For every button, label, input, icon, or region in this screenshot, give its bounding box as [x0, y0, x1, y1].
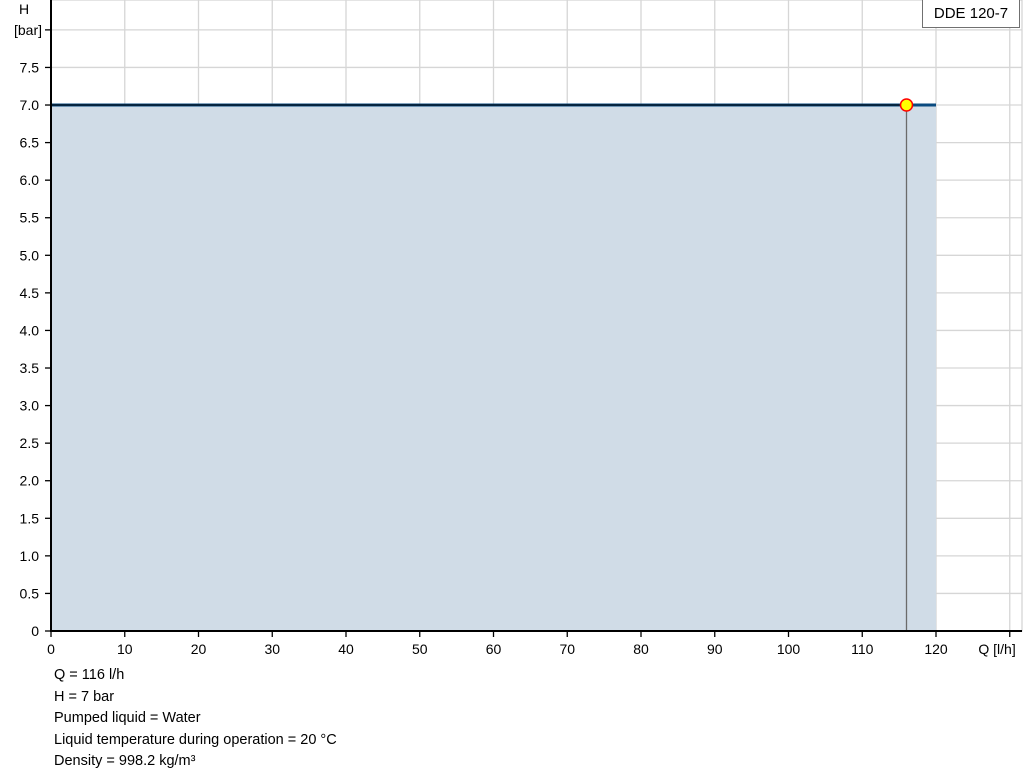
- y-tick-label: 7.5: [20, 59, 40, 75]
- x-tick-label: 60: [486, 641, 502, 657]
- info-temperature: Liquid temperature during operation = 20…: [54, 731, 337, 748]
- x-tick-label: 20: [191, 641, 207, 657]
- y-tick-label: 6.5: [20, 135, 40, 151]
- legend-box: DDE 120-7: [922, 0, 1020, 28]
- info-liquid: Pumped liquid = Water: [54, 710, 201, 726]
- y-tick-label: 7.0: [20, 97, 40, 113]
- info-flow: Q = 116 l/h: [54, 667, 125, 683]
- y-tick-label: 4.5: [20, 285, 40, 301]
- y-tick-label: 3.0: [20, 398, 40, 414]
- x-tick-label: 90: [707, 641, 723, 657]
- y-axis-label-top: H: [19, 1, 29, 17]
- x-tick-label: 0: [47, 641, 55, 657]
- y-tick-label: 5.0: [20, 247, 40, 263]
- y-tick-label: 3.5: [20, 360, 40, 376]
- x-tick-label: 50: [412, 641, 428, 657]
- y-tick-label: 0.5: [20, 585, 40, 601]
- x-tick-label: 80: [633, 641, 649, 657]
- info-density: Density = 998.2 kg/m³: [54, 753, 196, 769]
- info-head: H = 7 bar: [54, 688, 115, 705]
- y-tick-label: 2.5: [20, 435, 40, 451]
- x-tick-label: 70: [559, 641, 575, 657]
- x-tick-label: 40: [338, 641, 354, 657]
- operating-point: [899, 98, 914, 112]
- curve-area-fill: [51, 105, 936, 631]
- x-tick-label: 30: [264, 641, 280, 657]
- operating-info: Q = 116 l/h H = 7 bar Pumped liquid = Wa…: [54, 665, 337, 773]
- x-tick-label: 100: [777, 641, 801, 657]
- y-tick-label: 0: [31, 623, 39, 639]
- y-tick-label: 1.0: [20, 548, 40, 564]
- legend-entry: DDE 120-7: [933, 5, 1009, 22]
- x-tick-label: 10: [117, 641, 133, 657]
- y-tick-label: 6.0: [20, 172, 40, 188]
- y-axis-label: [bar]: [14, 22, 42, 38]
- x-tick-label: 110: [851, 641, 874, 657]
- x-axis-label: Q [l/h]: [978, 641, 1015, 657]
- y-tick-label: 4.0: [20, 322, 40, 338]
- y-tick-label: 1.5: [20, 510, 40, 526]
- x-tick-label: 120: [924, 641, 948, 657]
- y-tick-label: 2.0: [20, 473, 40, 489]
- y-tick-label: 5.5: [20, 210, 40, 226]
